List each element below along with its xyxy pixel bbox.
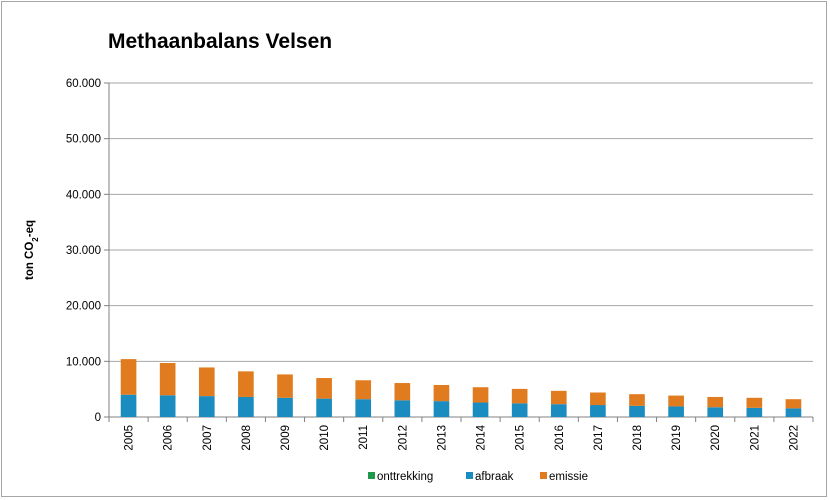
legend-swatch-onttrekking	[368, 472, 375, 479]
x-tick-label: 2006	[163, 425, 175, 451]
x-tick-label: 2005	[124, 425, 136, 451]
y-tick-label: 40.000	[66, 189, 101, 201]
legend-label-afbraak: afbraak	[475, 471, 514, 483]
y-tick-labels: 0 10.000 20.000 30.000 40.000 50.000 60.000	[66, 78, 101, 424]
bar-afbraak-2016	[550, 404, 567, 417]
bar-emissie-2012	[394, 383, 411, 401]
bar-afbraak-2007	[198, 396, 215, 417]
x-tick-label: 2013	[436, 425, 448, 451]
bar-afbraak-2012	[394, 400, 411, 417]
x-tick-label: 2017	[593, 425, 605, 451]
gridlines	[104, 82, 813, 418]
bar-emissie-2018	[629, 394, 645, 406]
x-tick-label: 2019	[671, 425, 683, 451]
x-tick-label: 2008	[241, 425, 253, 451]
bar-emissie-2017	[590, 392, 606, 406]
bar-emissie-2007	[198, 367, 215, 397]
bar-afbraak-2006	[159, 395, 176, 417]
bars	[120, 359, 802, 417]
bar-emissie-2022	[785, 399, 802, 409]
x-tick-label: 2016	[554, 425, 566, 451]
bar-afbraak-2015	[511, 403, 528, 417]
legend-label-onttrekking: onttrekking	[377, 471, 433, 483]
y-tick-label: 10.000	[66, 356, 101, 368]
bar-afbraak-2017	[590, 405, 606, 417]
x-tick-label: 2022	[788, 425, 800, 451]
x-tick-label: 2007	[202, 425, 214, 451]
bar-afbraak-2010	[316, 398, 332, 417]
x-tick-label: 2015	[515, 425, 527, 451]
x-tick-label: 2010	[319, 425, 331, 451]
x-tick-label: 2020	[710, 425, 722, 451]
bar-afbraak-2022	[785, 408, 802, 417]
legend-label-emissie: emissie	[549, 471, 588, 483]
bar-afbraak-2018	[629, 405, 645, 417]
bar-afbraak-2021	[746, 407, 763, 417]
bar-emissie-2005	[120, 359, 137, 395]
bar-afbraak-2013	[433, 401, 450, 417]
bar-emissie-2015	[511, 388, 528, 404]
bar-afbraak-2005	[120, 394, 137, 417]
x-tick-label: 2021	[749, 425, 761, 451]
bar-afbraak-2008	[238, 396, 254, 417]
chart-title: Methaanbalans Velsen	[108, 30, 333, 53]
bar-emissie-2020	[707, 396, 724, 408]
bar-emissie-2013	[433, 384, 450, 402]
legend: onttrekking afbraak emissie	[368, 471, 588, 483]
bar-afbraak-2020	[707, 407, 724, 417]
y-axis-label: ton CO2-eq	[24, 220, 40, 280]
bar-afbraak-2019	[668, 406, 684, 417]
bar-afbraak-2014	[472, 402, 489, 417]
bar-emissie-2014	[472, 387, 489, 403]
y-tick-label: 30.000	[66, 245, 101, 257]
legend-swatch-emissie	[540, 472, 547, 479]
y-tick-label: 50.000	[66, 134, 101, 146]
x-tick-label: 2009	[280, 425, 292, 451]
y-tick-label: 20.000	[66, 301, 101, 313]
bar-emissie-2016	[550, 390, 567, 405]
bar-emissie-2011	[355, 380, 372, 400]
bar-emissie-2021	[746, 397, 763, 408]
axes	[108, 83, 814, 422]
x-tick-label: 2014	[476, 424, 488, 450]
bar-emissie-2010	[316, 378, 332, 399]
bar-emissie-2006	[159, 363, 176, 396]
x-tick-labels: 2005 2006 2007 2008 2009 2010 2011 2012 2013 2014…	[124, 424, 801, 450]
bar-emissie-2019	[668, 395, 684, 407]
x-tick-label: 2011	[358, 425, 370, 450]
legend-swatch-afbraak	[466, 472, 473, 479]
bar-afbraak-2011	[355, 399, 372, 417]
bar-emissie-2009	[277, 374, 293, 398]
x-tick-label: 2018	[632, 425, 644, 451]
x-tick-label: 2012	[397, 425, 409, 451]
bar-afbraak-2009	[277, 397, 293, 417]
bar-emissie-2008	[238, 371, 254, 397]
y-tick-label: 60.000	[66, 78, 101, 90]
y-tick-label: 0	[95, 412, 101, 424]
